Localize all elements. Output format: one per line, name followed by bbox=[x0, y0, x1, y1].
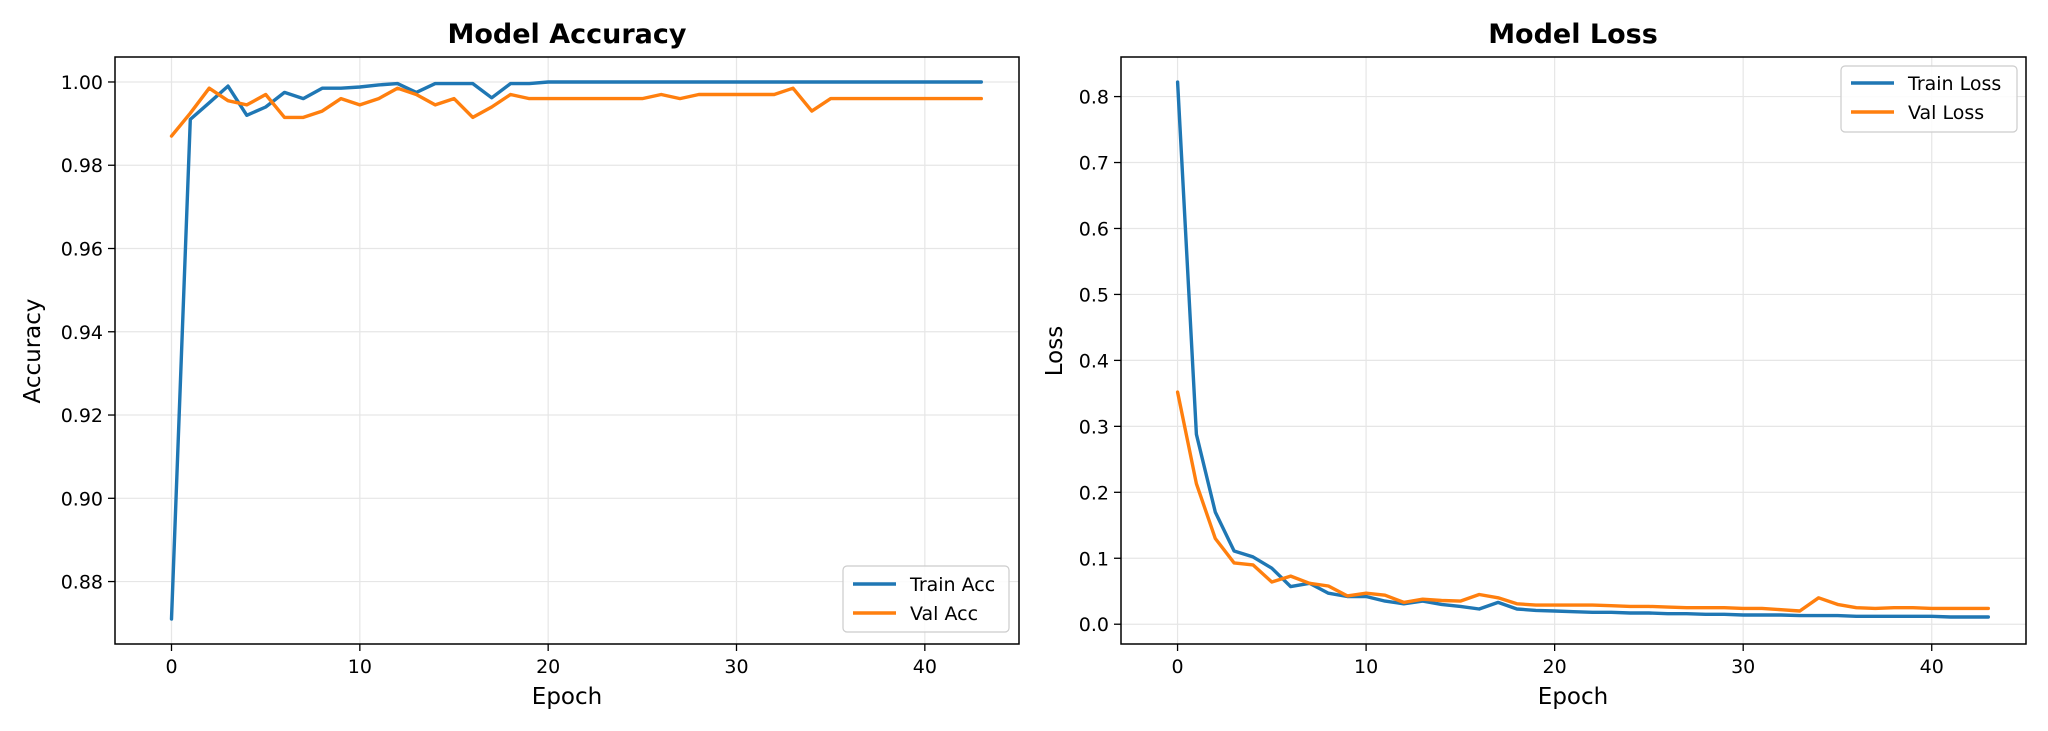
y-axis-label: Accuracy bbox=[20, 298, 46, 403]
y-tick-label: 0.2 bbox=[1079, 482, 1109, 504]
x-tick-label: 30 bbox=[1731, 656, 1755, 678]
y-tick-label: 0.94 bbox=[61, 322, 103, 344]
y-tick-label: 0.96 bbox=[61, 239, 103, 261]
y-tick-label: 1.00 bbox=[61, 72, 103, 94]
y-tick-label: 0.90 bbox=[61, 488, 103, 510]
legend-label-val-loss: Val Loss bbox=[1908, 102, 1984, 124]
tick-labels: 0 10 20 30 40 0.88 0.90 0.92 0.94 0.96 0.98 1.00 bbox=[61, 72, 937, 678]
y-tick-label: 0.8 bbox=[1079, 87, 1109, 109]
series-lines bbox=[1175, 80, 1991, 619]
plot-frame bbox=[114, 56, 1020, 645]
tick-labels: 0 10 20 30 40 0.0 0.1 0.2 0.3 0.4 0.5 0.6 0.7 0.8 bbox=[1079, 87, 1944, 678]
legend: Train Loss Val Loss bbox=[1840, 65, 2018, 133]
plot-frame bbox=[1120, 56, 2027, 645]
chart-title: Model Loss bbox=[1488, 19, 1658, 50]
legend-label-train-loss: Train Loss bbox=[1907, 73, 2001, 95]
legend: Train Acc Val Acc bbox=[842, 565, 1010, 633]
tick-marks bbox=[1114, 95, 1933, 651]
x-tick-label: 10 bbox=[348, 656, 372, 678]
y-tick-label: 0.1 bbox=[1079, 548, 1109, 570]
y-tick-label: 0.4 bbox=[1079, 350, 1109, 372]
y-tick-label: 0.5 bbox=[1079, 284, 1109, 306]
legend-label-train-acc: Train Acc bbox=[909, 574, 995, 596]
plot-background bbox=[1121, 57, 2026, 644]
x-axis-label: Epoch bbox=[1538, 684, 1608, 710]
loss-chart: 0 10 20 30 40 0.0 0.1 0.2 0.3 0.4 0.5 0.6 0.7 0.8 Mod… bbox=[1042, 19, 2027, 710]
x-tick-label: 40 bbox=[1920, 656, 1944, 678]
series-lines bbox=[169, 80, 983, 621]
series-line-val-acc bbox=[169, 86, 983, 138]
y-axis-label: Loss bbox=[1042, 326, 1068, 376]
plot-background bbox=[115, 57, 1019, 644]
x-tick-label: 30 bbox=[724, 656, 748, 678]
y-tick-label: 0.88 bbox=[61, 572, 103, 594]
x-tick-label: 20 bbox=[536, 656, 560, 678]
y-tick-label: 0.7 bbox=[1079, 153, 1109, 175]
y-tick-label: 0.92 bbox=[61, 405, 103, 427]
accuracy-chart: 0 10 20 30 40 0.88 0.90 0.92 0.94 0.96 0.98 1.00 Mo… bbox=[20, 19, 1020, 710]
x-tick-label: 10 bbox=[1354, 656, 1378, 678]
grid bbox=[115, 57, 1019, 644]
tick-marks bbox=[108, 81, 926, 651]
y-tick-label: 0.6 bbox=[1079, 218, 1109, 240]
grid bbox=[1121, 57, 2026, 644]
x-tick-label: 40 bbox=[913, 656, 937, 678]
x-tick-label: 0 bbox=[1172, 656, 1184, 678]
x-tick-label: 20 bbox=[1543, 656, 1567, 678]
x-tick-label: 0 bbox=[165, 656, 177, 678]
x-axis-label: Epoch bbox=[532, 684, 602, 710]
y-tick-label: 0.98 bbox=[61, 155, 103, 177]
y-tick-label: 0.3 bbox=[1079, 416, 1109, 438]
y-tick-label: 0.0 bbox=[1079, 614, 1109, 636]
series-line-val-loss bbox=[1175, 390, 1991, 613]
series-line-train-acc bbox=[169, 80, 983, 621]
legend-label-val-acc: Val Acc bbox=[910, 603, 978, 625]
chart-title: Model Accuracy bbox=[448, 19, 687, 50]
